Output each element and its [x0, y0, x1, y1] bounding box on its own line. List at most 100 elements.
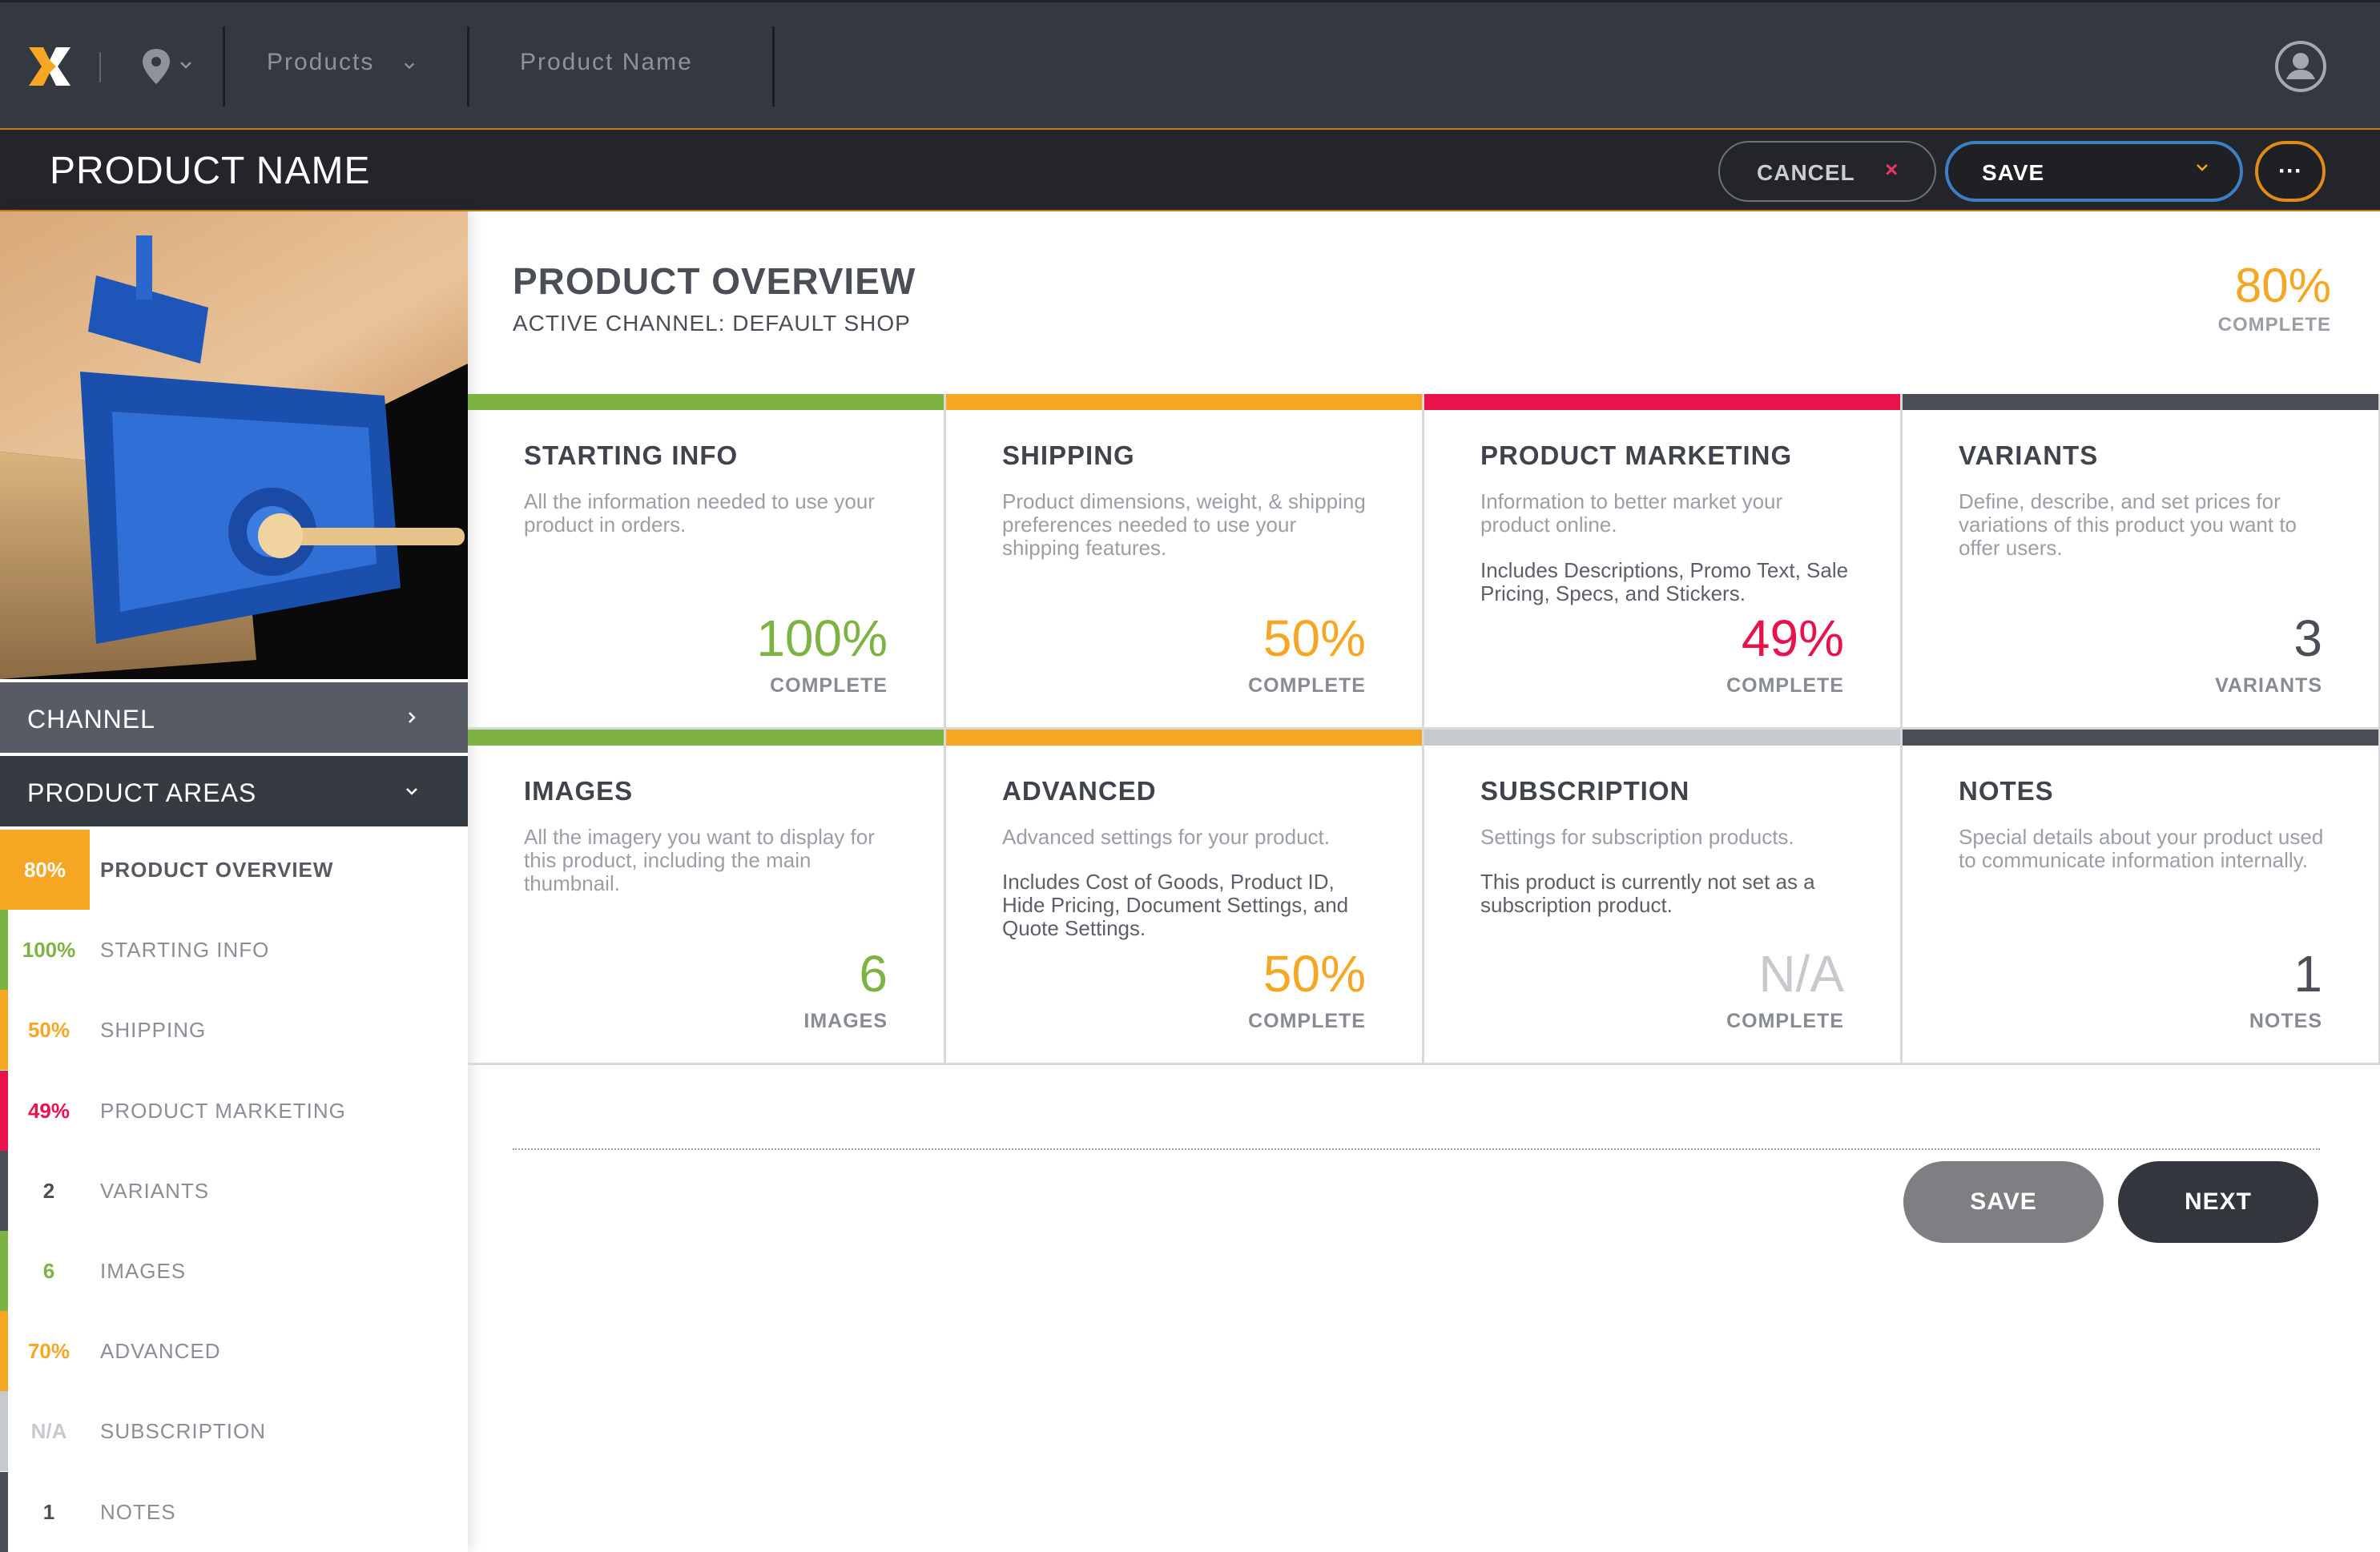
top-navigation-bar: Products Product Name — [0, 0, 2380, 128]
cancel-button[interactable]: CANCEL × — [1718, 141, 1936, 202]
sidebar-item-status-bar — [0, 1391, 8, 1471]
sidebar-item-value: 70% — [27, 1339, 70, 1363]
card-metric-label: NOTES — [2249, 1010, 2322, 1032]
user-avatar-icon[interactable] — [2273, 39, 2328, 94]
card-metric-label: COMPLETE — [1248, 674, 1366, 697]
save-button[interactable]: SAVE — [1903, 1161, 2104, 1243]
sidebar-item-status-bar — [0, 1311, 8, 1391]
sidebar-item-value: 49% — [27, 1099, 70, 1123]
card-description: Special details about your product used … — [1959, 825, 2324, 872]
sidebar-item-value: 50% — [27, 1018, 70, 1042]
card-status-stripe — [1903, 394, 2378, 410]
sidebar-item-images[interactable]: 6 IMAGES — [0, 1231, 468, 1311]
card-status-stripe — [946, 730, 1422, 746]
next-button[interactable]: NEXT — [2118, 1161, 2318, 1243]
sidebar-item-status-bar — [0, 1071, 8, 1151]
card-description: Define, describe, and set prices for var… — [1959, 489, 2297, 560]
product-area-cards: STARTING INFO All the information needed … — [468, 394, 2380, 1065]
chevron-down-icon — [2197, 164, 2208, 171]
active-channel-label: ACTIVE CHANNEL: DEFAULT SHOP — [513, 311, 911, 336]
card-status-stripe — [1424, 394, 1900, 410]
card-description: Product dimensions, weight, & shipping p… — [1002, 489, 1366, 560]
card-metric-value: N/A — [1758, 945, 1844, 1003]
nav-divider — [223, 26, 225, 107]
sidebar-item-label: PRODUCT OVERVIEW — [100, 858, 334, 882]
overall-completion-label: COMPLETE — [2217, 314, 2331, 336]
divider — [513, 1148, 2320, 1150]
card-status-stripe — [468, 730, 944, 746]
sidebar-item-variants[interactable]: 2 VARIANTS — [0, 1151, 468, 1231]
map-pin-icon[interactable] — [132, 44, 180, 89]
sidebar-item-label: STARTING INFO — [100, 938, 270, 962]
chevron-down-icon — [406, 788, 417, 795]
more-options-button[interactable]: ··· — [2255, 141, 2326, 202]
card-metric-label: COMPLETE — [1248, 1010, 1366, 1032]
sidebar-item-starting-info[interactable]: 100% STARTING INFO — [0, 910, 468, 990]
card-extra-info: Includes Descriptions, Promo Text, Sale … — [1480, 558, 1849, 605]
chevron-down-icon[interactable] — [178, 57, 194, 73]
nav-divider — [772, 26, 775, 107]
card-variants[interactable]: VARIANTS Define, describe, and set prices… — [1903, 394, 2380, 730]
nav-products-menu[interactable]: Products — [267, 49, 375, 75]
sidebar-item-status-bar — [0, 910, 8, 990]
card-description: Settings for subscription products. — [1480, 825, 1794, 849]
product-areas-label: PRODUCT AREAS — [27, 778, 257, 807]
sidebar-item-value: 1 — [42, 1500, 55, 1524]
sidebar-channel-toggle[interactable]: CHANNEL — [0, 682, 468, 753]
card-title: NOTES — [1959, 776, 2054, 806]
card-metric-label: COMPLETE — [1726, 1010, 1844, 1032]
card-title: STARTING INFO — [524, 440, 739, 470]
card-title: IMAGES — [524, 776, 634, 806]
sidebar-item-advanced[interactable]: 70% ADVANCED — [0, 1311, 468, 1391]
card-extra-info: Includes Cost of Goods, Product ID, Hide… — [1002, 870, 1349, 940]
sidebar-item-label: SHIPPING — [100, 1018, 207, 1042]
page-title: PRODUCT NAME — [50, 150, 371, 192]
card-shipping[interactable]: SHIPPING Product dimensions, weight, & sh… — [946, 394, 1424, 730]
card-status-stripe — [1424, 730, 1900, 746]
card-metric-value: 1 — [2293, 945, 2322, 1003]
card-title: ADVANCED — [1002, 776, 1157, 806]
card-status-stripe — [946, 394, 1422, 410]
sidebar: CHANNEL PRODUCT AREAS 80% PRODUCT OVERVIE… — [0, 211, 468, 1552]
brand-logo-icon[interactable] — [26, 42, 74, 90]
save-dropdown-button[interactable]: SAVE — [1945, 141, 2243, 202]
card-metric-value: 50% — [1262, 609, 1366, 667]
chevron-down-icon[interactable] — [402, 58, 417, 73]
sidebar-item-label: NOTES — [100, 1500, 176, 1524]
sidebar-item-subscription[interactable]: N/A SUBSCRIPTION — [0, 1391, 468, 1471]
sidebar-item-status-bar — [0, 1151, 8, 1231]
sidebar-item-value: 2 — [42, 1179, 55, 1203]
sidebar-item-label: IMAGES — [100, 1259, 187, 1283]
product-photo — [0, 211, 468, 679]
save-button-label: SAVE — [1982, 160, 2045, 185]
card-notes[interactable]: NOTES Special details about your product … — [1903, 730, 2380, 1065]
sidebar-item-label: ADVANCED — [100, 1339, 221, 1363]
card-starting-info[interactable]: STARTING INFO All the information needed … — [468, 394, 946, 730]
card-images[interactable]: IMAGES All the imagery you want to displa… — [468, 730, 946, 1065]
card-subscription[interactable]: SUBSCRIPTION Settings for subscription pr… — [1424, 730, 1903, 1065]
card-description: All the imagery you want to display for … — [524, 825, 875, 895]
card-extra-info: This product is currently not set as a s… — [1480, 870, 1815, 917]
sidebar-item-notes[interactable]: 1 NOTES — [0, 1472, 468, 1552]
nav-divider — [99, 52, 101, 82]
sidebar-item-product-overview[interactable]: 80% PRODUCT OVERVIEW — [0, 830, 468, 910]
overall-completion-percent: 80% — [2234, 259, 2331, 312]
channel-label: CHANNEL — [27, 705, 155, 734]
card-product-marketing[interactable]: PRODUCT MARKETING Information to better m… — [1424, 394, 1903, 730]
card-metric-value: 3 — [2293, 609, 2322, 667]
page-title-bar: PRODUCT NAME CANCEL × SAVE ··· — [0, 128, 2380, 211]
card-metric-value: 6 — [859, 945, 888, 1003]
chevron-right-icon — [409, 712, 416, 723]
card-metric-label: COMPLETE — [1726, 674, 1844, 697]
cancel-button-label: CANCEL — [1757, 160, 1855, 185]
sidebar-item-status-bar — [0, 1231, 8, 1311]
card-description: Advanced settings for your product. — [1002, 825, 1331, 849]
section-title: PRODUCT OVERVIEW — [513, 260, 916, 302]
sidebar-item-shipping[interactable]: 50% SHIPPING — [0, 990, 468, 1070]
sidebar-item-value: 100% — [22, 938, 76, 962]
sidebar-product-areas-toggle[interactable]: PRODUCT AREAS — [0, 756, 468, 826]
card-advanced[interactable]: ADVANCED Advanced settings for your produ… — [946, 730, 1424, 1065]
nav-product-name[interactable]: Product Name — [520, 49, 693, 75]
card-metric-value: 49% — [1741, 609, 1844, 667]
sidebar-item-product-marketing[interactable]: 49% PRODUCT MARKETING — [0, 1071, 468, 1151]
